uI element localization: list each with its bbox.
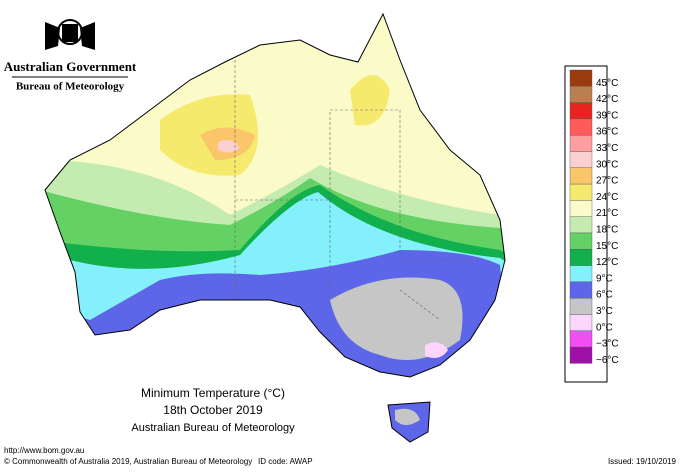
legend-label: −3°C	[596, 339, 619, 350]
map-source: Australian Bureau of Meteorology	[131, 422, 295, 434]
legend-label: 33°C	[596, 143, 618, 154]
legend-label: −6°C	[596, 355, 619, 366]
legend-label: 18°C	[596, 224, 618, 235]
legend-label: 39°C	[596, 110, 618, 121]
legend-swatch	[569, 298, 593, 315]
legend-swatch	[569, 314, 593, 331]
legend-swatch	[569, 118, 593, 136]
legend-swatch	[569, 200, 593, 217]
legend-swatch	[569, 330, 593, 348]
legend-swatch	[569, 232, 593, 250]
government-name: Australian Government	[4, 59, 137, 74]
state-borders	[234, 60, 480, 321]
legend-label: 0°C	[596, 322, 613, 333]
legend-swatch	[569, 69, 593, 87]
legend-label: 6°C	[596, 290, 613, 301]
legend-swatch	[569, 265, 593, 283]
legend-swatch	[569, 151, 593, 168]
legend-label: 42°C	[596, 94, 618, 105]
legend-swatch	[569, 134, 593, 152]
legend-label: 45°C	[596, 78, 618, 89]
coastline	[44, 12, 506, 443]
footer-url: http://www.bom.gov.au	[4, 446, 84, 455]
legend: 45°C 42°C 39°C 36°C 33°C 30°C 27°C 24°C 21°C 18°C…	[569, 69, 619, 366]
legend-label: 36°C	[596, 127, 618, 138]
legend-label: 24°C	[596, 192, 618, 203]
footer-issued: Issued: 19/10/2019	[608, 457, 677, 466]
legend-label: 21°C	[596, 208, 618, 219]
legend-swatch	[569, 167, 593, 185]
legend-label: 15°C	[596, 241, 618, 252]
legend-swatch	[569, 281, 593, 299]
map-date: 18th October 2019	[163, 403, 263, 417]
legend-swatch	[569, 102, 593, 120]
legend-label: 30°C	[596, 159, 618, 170]
footer-id-code: ID code: AWAP	[258, 457, 313, 466]
legend-swatch	[569, 216, 593, 234]
crest	[45, 19, 95, 50]
legend-label: 9°C	[596, 273, 613, 284]
legend-label: 12°C	[596, 257, 618, 268]
bureau-name: Bureau of Meteorology	[16, 81, 125, 93]
legend-label: 3°C	[596, 306, 613, 317]
legend-swatch	[569, 86, 593, 103]
footer-copyright: © Commonwealth of Australia 2019, Austra…	[4, 457, 252, 466]
legend-swatch	[569, 249, 593, 266]
map-title: Minimum Temperature (°C)	[141, 386, 285, 400]
legend-swatch	[569, 183, 593, 201]
legend-label: 27°C	[596, 176, 618, 187]
legend-swatch	[569, 346, 593, 364]
